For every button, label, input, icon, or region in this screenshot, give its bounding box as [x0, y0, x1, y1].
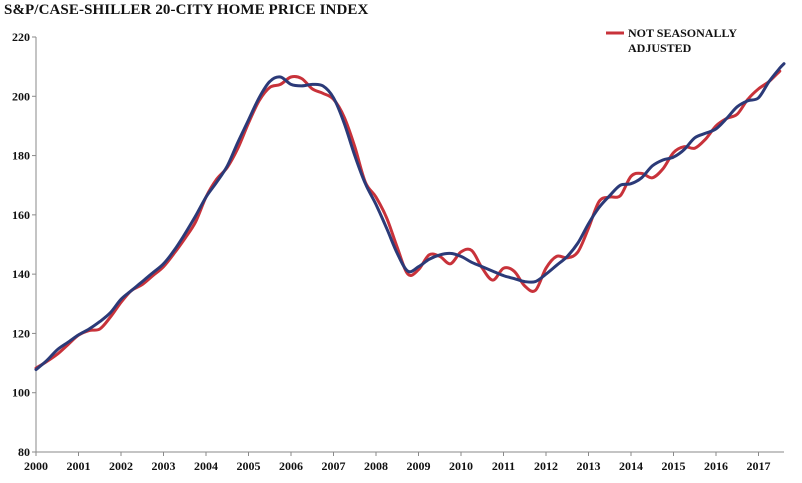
x-tick-label: 2013 — [577, 459, 601, 473]
series-line-seasonally-adjusted — [34, 62, 786, 372]
x-tick-label: 2015 — [662, 459, 686, 473]
x-tick-label: 2011 — [492, 459, 515, 473]
y-tick-label: 220 — [12, 30, 30, 44]
x-tick-label: 2001 — [67, 459, 91, 473]
y-tick-label: 140 — [12, 267, 30, 281]
chart-title: S&P/CASE-SHILLER 20-CITY HOME PRICE INDE… — [4, 2, 369, 18]
x-tick-label: 2008 — [364, 459, 388, 473]
x-tick-label: 2014 — [619, 459, 643, 473]
legend-label: ADJUSTED — [628, 41, 692, 55]
y-tick-label: 100 — [12, 386, 30, 400]
y-tick-label: 160 — [12, 208, 30, 222]
y-tick-label: 180 — [12, 149, 30, 163]
x-tick-label: 2000 — [24, 459, 48, 473]
y-tick-label: 120 — [12, 326, 30, 340]
x-tick-label: 2004 — [194, 459, 218, 473]
legend-label: NOT SEASONALLY — [628, 26, 737, 40]
x-tick-label: 2012 — [534, 459, 558, 473]
x-tick-label: 2003 — [152, 459, 176, 473]
x-tick-label: 2017 — [747, 459, 771, 473]
x-tick-label: 2005 — [237, 459, 261, 473]
x-tick-label: 2002 — [109, 459, 133, 473]
series-line-not-seasonally-adjusted — [34, 69, 782, 370]
y-tick-label: 80 — [18, 445, 30, 459]
x-tick-label: 2007 — [322, 459, 346, 473]
y-tick-label: 200 — [12, 89, 30, 103]
x-tick-label: 2009 — [407, 459, 431, 473]
x-tick-label: 2016 — [704, 459, 728, 473]
x-tick-label: 2010 — [449, 459, 473, 473]
x-tick-label: 2006 — [279, 459, 303, 473]
